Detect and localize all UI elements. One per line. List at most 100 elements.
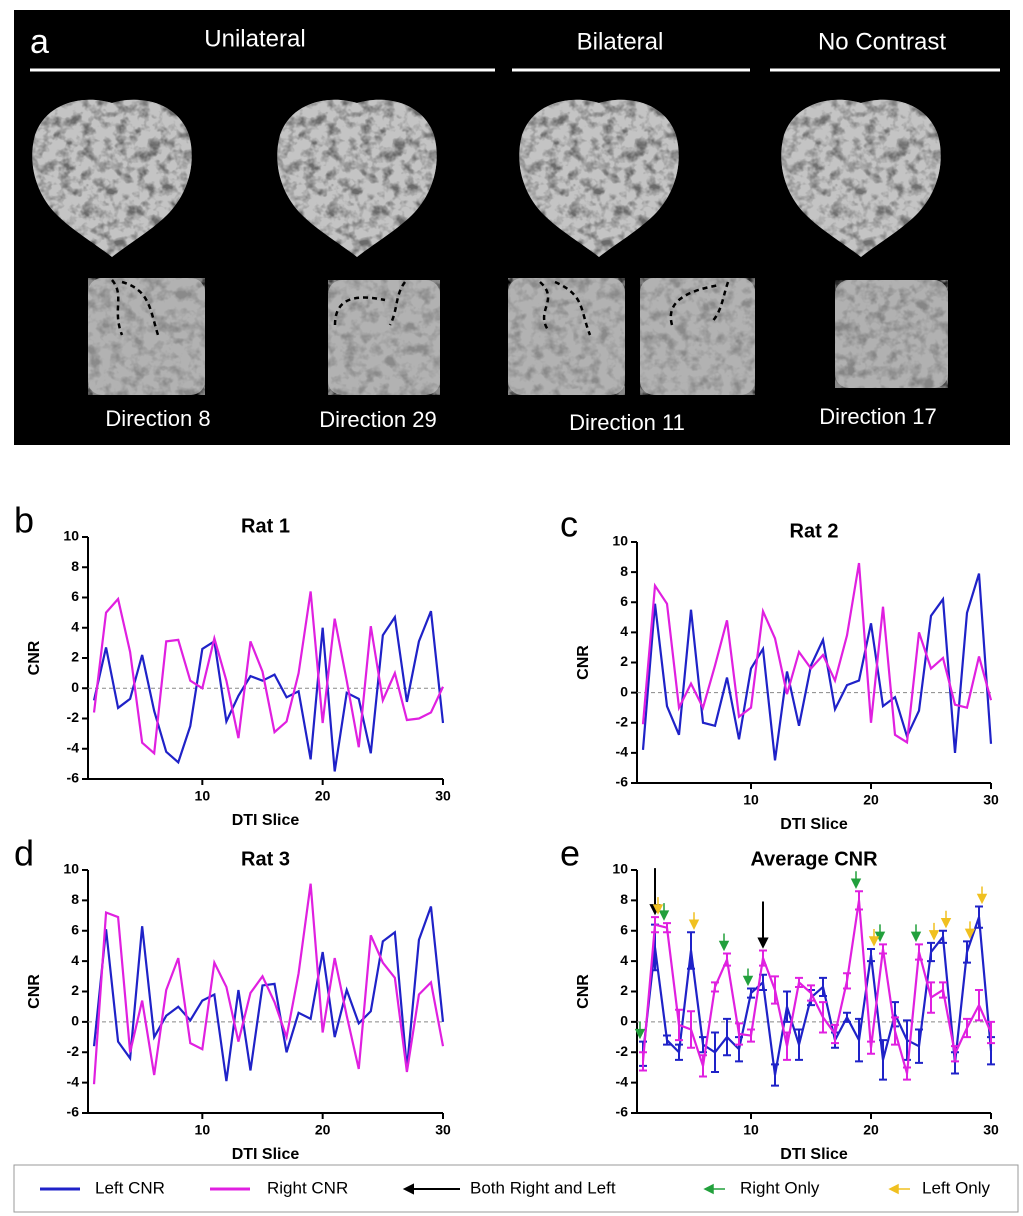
annotation-arrow xyxy=(868,928,880,947)
x-tick-label: 20 xyxy=(863,1122,879,1138)
direction-label: Direction 29 xyxy=(319,407,436,432)
y-tick-label: 4 xyxy=(71,952,79,968)
direction-label: Direction 8 xyxy=(105,406,210,431)
group-label: Unilateral xyxy=(204,25,305,52)
error-bar xyxy=(747,987,755,999)
y-tick-label: 2 xyxy=(71,649,79,665)
error-bar xyxy=(699,1054,707,1078)
y-tick-label: 6 xyxy=(620,921,628,937)
y-tick-label: 0 xyxy=(620,683,628,699)
x-tick-label: 20 xyxy=(315,1122,331,1138)
y-tick-label: -4 xyxy=(616,744,629,760)
series-line xyxy=(641,900,993,1074)
error-bar xyxy=(879,1039,887,1081)
error-bar xyxy=(747,1028,755,1043)
error-bar xyxy=(711,1031,719,1073)
error-bar xyxy=(639,1051,647,1072)
legend-box xyxy=(13,1164,1019,1213)
legend-swatch xyxy=(402,1183,460,1195)
error-bar xyxy=(855,1017,863,1063)
y-tick-label: 8 xyxy=(71,891,79,907)
panel-label: d xyxy=(14,833,34,874)
y-tick-label: -2 xyxy=(616,713,629,729)
x-tick-label: 30 xyxy=(435,788,451,804)
y-tick-label: -2 xyxy=(616,1043,629,1059)
y-tick-label: 8 xyxy=(71,558,79,574)
y-tick-label: -4 xyxy=(616,1073,629,1089)
error-bar xyxy=(915,943,923,961)
annotation-arrow xyxy=(658,903,670,921)
chart-title: Rat 2 xyxy=(790,520,839,542)
error-bar xyxy=(675,1008,683,1042)
error-bar xyxy=(675,1043,683,1061)
y-tick-label: -4 xyxy=(67,739,80,755)
chart-title: Rat 1 xyxy=(241,515,290,537)
error-bar xyxy=(807,984,815,1002)
error-bar xyxy=(759,949,767,967)
annotation-arrow xyxy=(976,886,988,905)
x-axis-label: DTI Slice xyxy=(232,1146,300,1163)
y-tick-label: 2 xyxy=(620,982,628,998)
y-tick-label: 2 xyxy=(71,982,79,998)
x-tick-label: 30 xyxy=(983,1122,999,1138)
error-bar xyxy=(903,1066,911,1081)
error-bar xyxy=(651,916,659,934)
legend-label: Right Only xyxy=(740,1178,820,1197)
y-tick-label: 10 xyxy=(612,533,628,549)
inset xyxy=(328,280,440,395)
x-tick-label: 10 xyxy=(743,1122,759,1138)
inset xyxy=(88,278,205,395)
annotation-arrow xyxy=(742,968,754,987)
panel-label: c xyxy=(560,504,578,545)
y-tick-label: 4 xyxy=(620,623,628,639)
annotation-arrow xyxy=(652,897,664,915)
annotation-arrow xyxy=(688,912,700,930)
x-axis-label: DTI Slice xyxy=(780,1146,848,1163)
y-tick-label: -2 xyxy=(67,1043,80,1059)
error-bar xyxy=(771,1063,779,1087)
series-line xyxy=(92,610,445,772)
panel-label: a xyxy=(30,23,49,61)
series-line xyxy=(92,883,445,1085)
panel-label: b xyxy=(14,500,34,541)
error-bar xyxy=(843,1011,851,1023)
inset xyxy=(835,280,948,388)
panel-label: e xyxy=(560,833,580,874)
y-tick-label: 0 xyxy=(71,1013,79,1029)
error-bar xyxy=(867,1040,875,1055)
chart-title: Average CNR xyxy=(750,848,878,870)
y-tick-label: 6 xyxy=(71,588,79,604)
y-tick-label: 0 xyxy=(71,679,79,695)
y-tick-label: -6 xyxy=(616,1104,629,1120)
error-bar xyxy=(783,1031,791,1061)
error-bar xyxy=(831,1023,839,1045)
legend-swatch xyxy=(888,1183,910,1195)
error-bar xyxy=(795,1028,803,1061)
x-tick-label: 30 xyxy=(983,792,999,808)
error-bar xyxy=(927,941,935,963)
error-bar xyxy=(735,1022,743,1046)
y-tick-label: 10 xyxy=(63,861,79,877)
y-tick-label: 0 xyxy=(620,1013,628,1029)
error-bar xyxy=(855,890,863,911)
error-bar xyxy=(963,1017,971,1039)
x-tick-label: 10 xyxy=(743,792,759,808)
legend-label: Left Only xyxy=(922,1178,991,1197)
chart-title: Rat 3 xyxy=(241,848,290,870)
error-bar xyxy=(903,1019,911,1061)
error-bar xyxy=(963,940,971,964)
y-tick-label: 4 xyxy=(620,952,628,968)
y-tick-label: 4 xyxy=(71,618,79,634)
direction-label: Direction 17 xyxy=(819,404,936,429)
y-tick-label: -2 xyxy=(67,709,80,725)
error-bar xyxy=(819,1001,827,1034)
y-axis-label: CNR xyxy=(26,974,43,1009)
y-axis-label: CNR xyxy=(575,645,592,680)
x-axis-label: DTI Slice xyxy=(780,816,848,833)
error-bar xyxy=(723,1017,731,1057)
y-tick-label: -4 xyxy=(67,1073,80,1089)
y-axis-label: CNR xyxy=(575,974,592,1009)
annotation-arrow xyxy=(718,933,730,952)
group-label: Bilateral xyxy=(577,28,664,55)
